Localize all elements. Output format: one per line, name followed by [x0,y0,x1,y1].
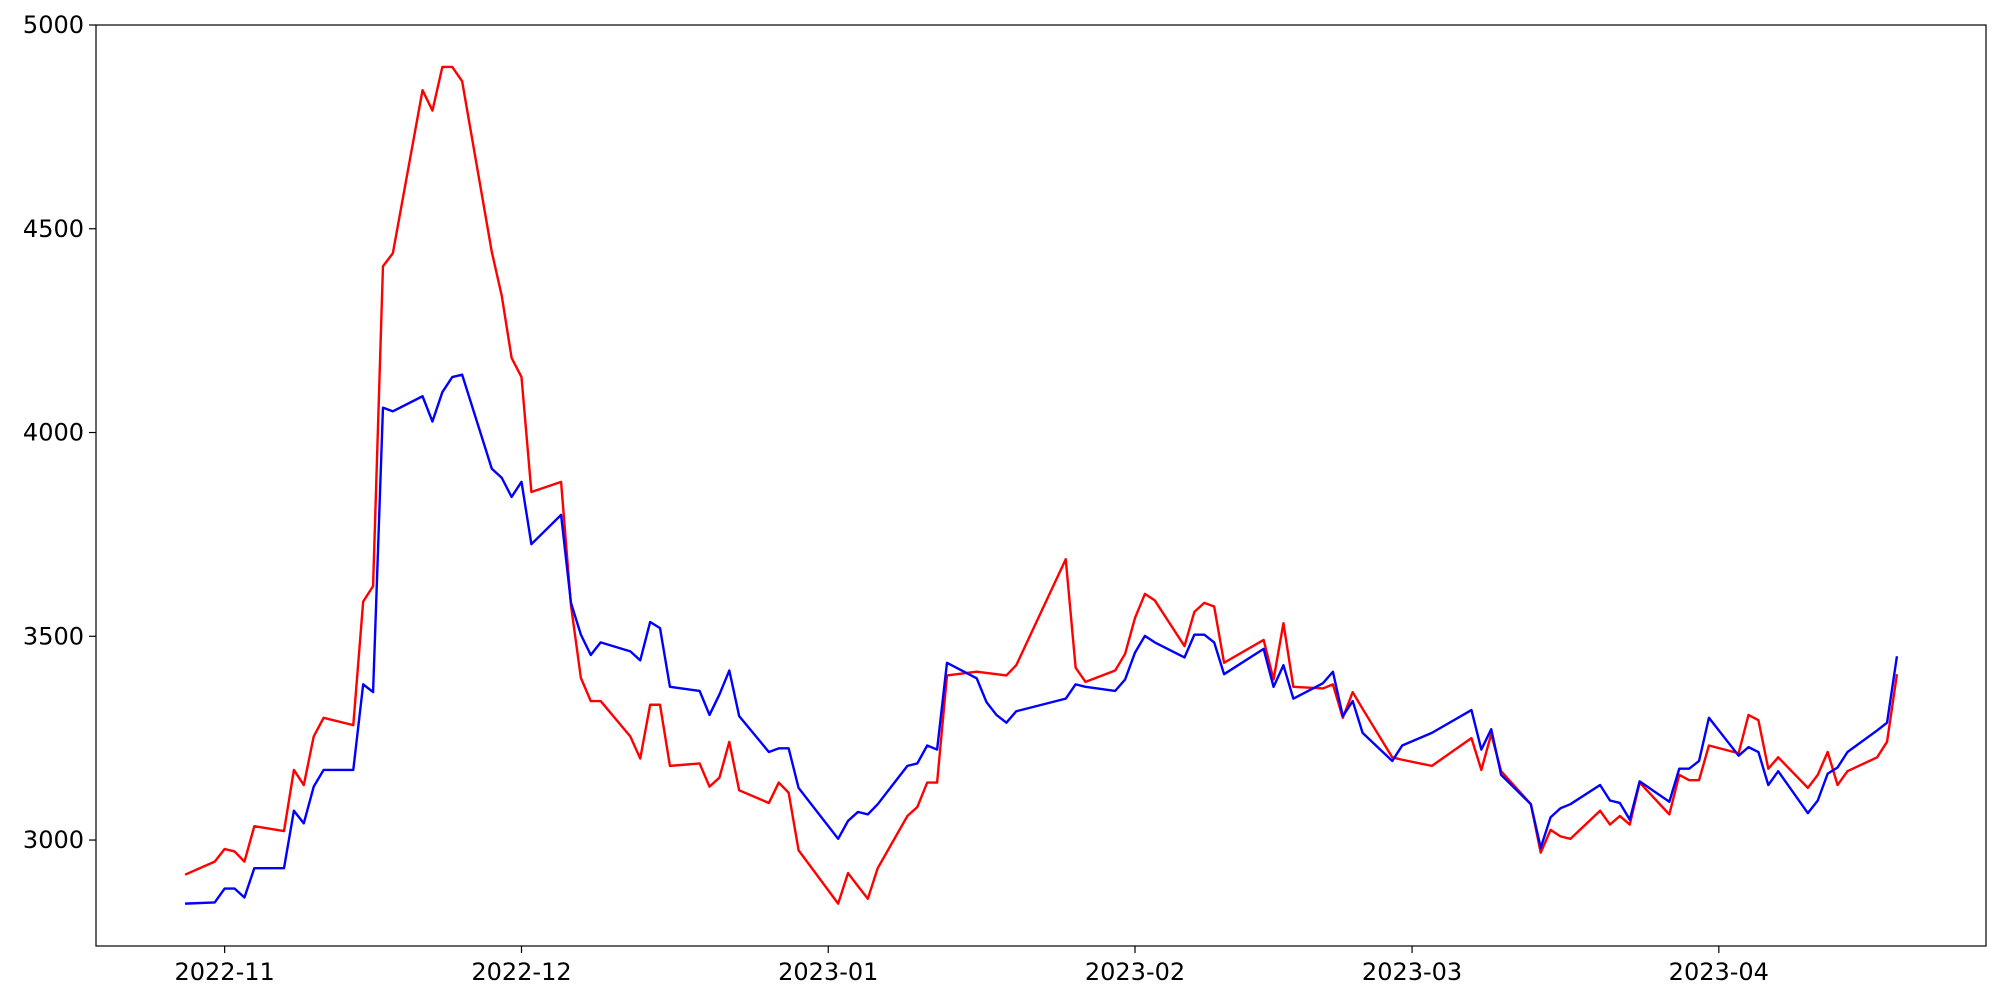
y-tick-label: 5000 [23,11,84,39]
plot-frame [95,24,1987,947]
series-line [185,373,1899,905]
x-tick-label: 2022-12 [471,958,571,986]
x-tick-label: 2022-11 [174,958,274,986]
y-tick-label: 3500 [23,622,84,650]
x-tick-label: 2023-02 [1085,958,1185,986]
x-tick-label: 2023-03 [1362,958,1462,986]
y-tick-label: 4000 [23,419,84,447]
x-tick-label: 2023-04 [1669,958,1769,986]
y-tick-label: 4500 [23,215,84,243]
series-line [184,65,1899,905]
y-tick-label: 3000 [23,826,84,854]
x-tick-label: 2023-01 [778,958,878,986]
